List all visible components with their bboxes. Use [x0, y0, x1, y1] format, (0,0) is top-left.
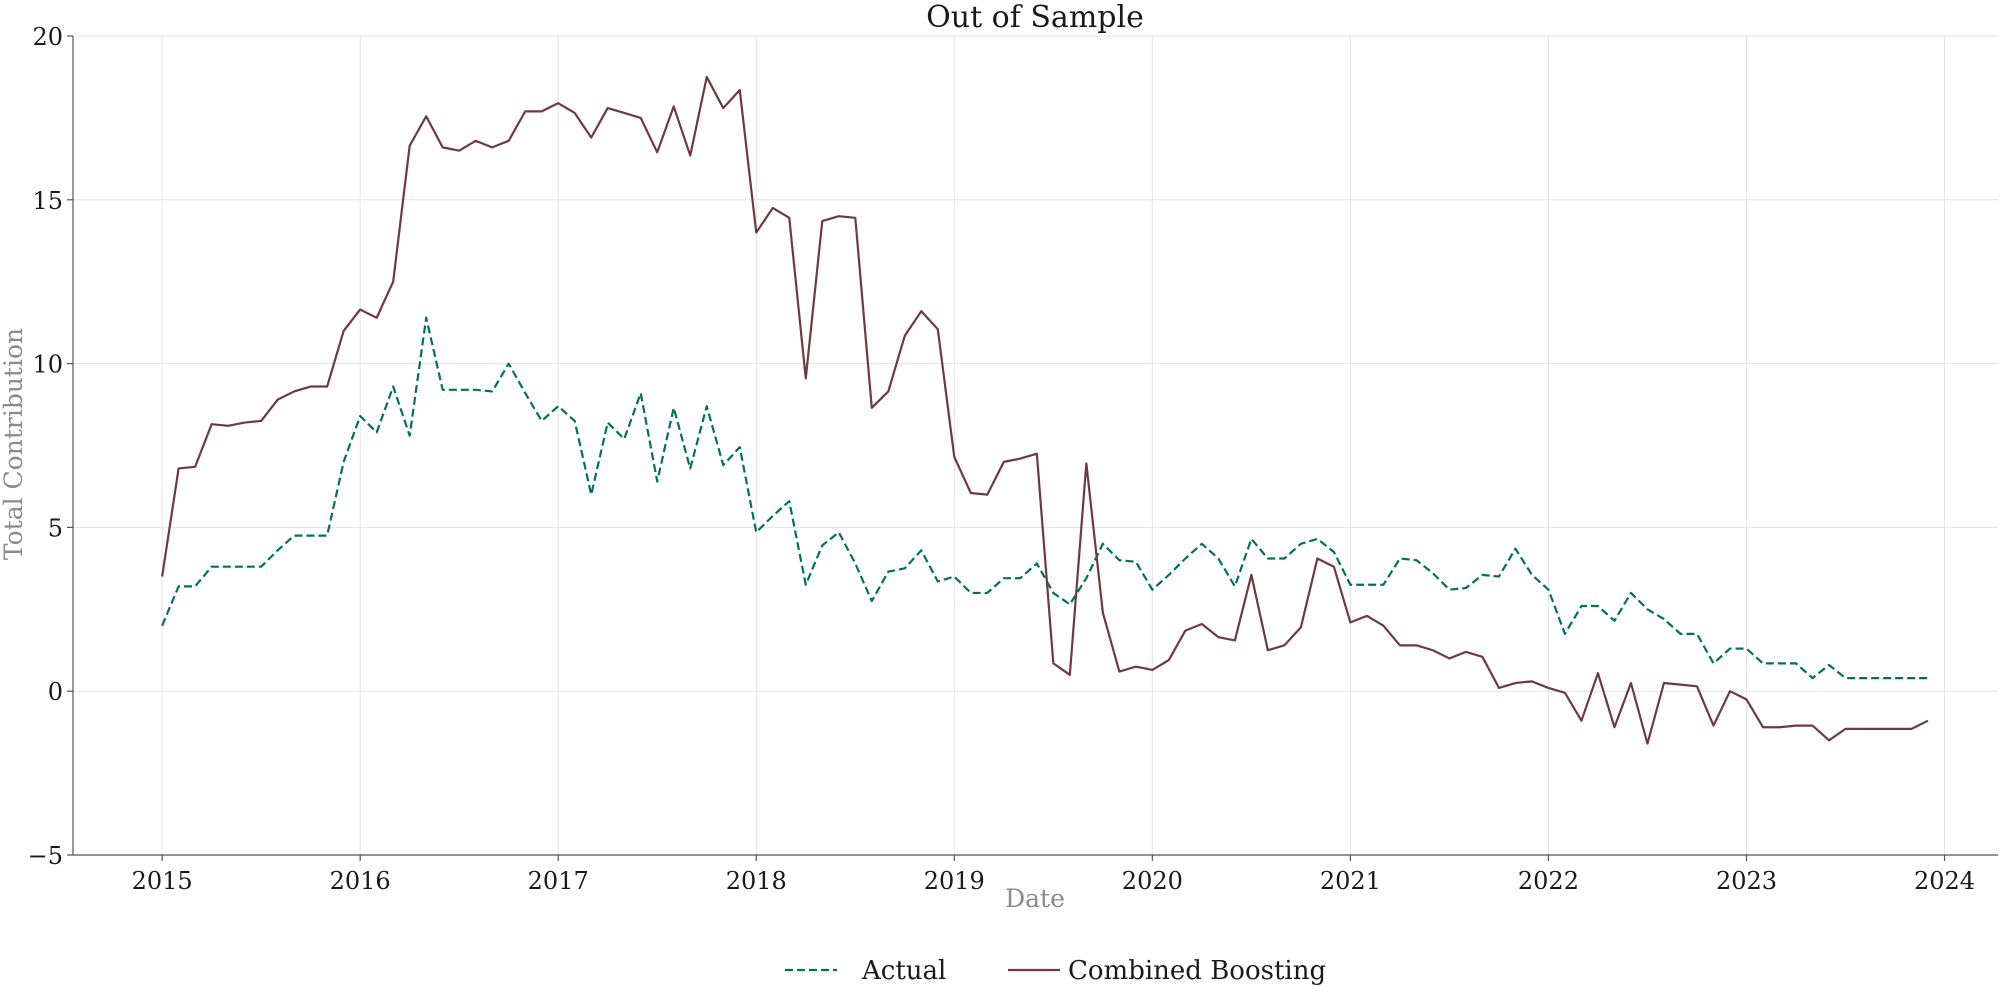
series-line-combined-boosting: [161, 75, 1929, 745]
x-tick-label: 2022: [1518, 867, 1579, 895]
x-tick-label: 2024: [1914, 867, 1975, 895]
x-tick-label: 2017: [528, 867, 589, 895]
x-tick-label: 2021: [1320, 867, 1381, 895]
x-tick-label: 2015: [132, 867, 193, 895]
series-line-actual: [161, 316, 1929, 680]
y-tick-label: −5: [28, 842, 63, 870]
grid: [73, 35, 1998, 856]
x-tick-label: 2020: [1122, 867, 1183, 895]
legend: Actual Combined Boosting: [785, 956, 1326, 986]
y-tick-label: 5: [48, 514, 63, 542]
x-tick-label: 2023: [1716, 867, 1777, 895]
y-tick-label: 0: [48, 678, 63, 706]
x-tick-label: 2016: [330, 867, 391, 895]
y-tick-labels: −5 0 5 10 15 20: [28, 23, 73, 870]
series-lines: [161, 75, 1929, 745]
y-tick-label: 20: [32, 23, 63, 51]
y-tick-label: 10: [32, 351, 63, 379]
x-tick-label: 2019: [924, 867, 985, 895]
chart-title: Out of Sample: [926, 0, 1144, 35]
axes: [72, 36, 1998, 856]
legend-label-actual: Actual: [861, 956, 946, 986]
x-axis-label: Date: [1005, 884, 1065, 913]
x-tick-label: 2018: [726, 867, 787, 895]
legend-label-combined-boosting: Combined Boosting: [1068, 956, 1326, 986]
y-tick-label: 15: [32, 187, 63, 215]
x-tick-labels: 2015 2016 2017 2018 2019 2020 2021 2022 2023 2024: [132, 855, 1975, 895]
y-axis-label: Total Contribution: [0, 328, 28, 560]
